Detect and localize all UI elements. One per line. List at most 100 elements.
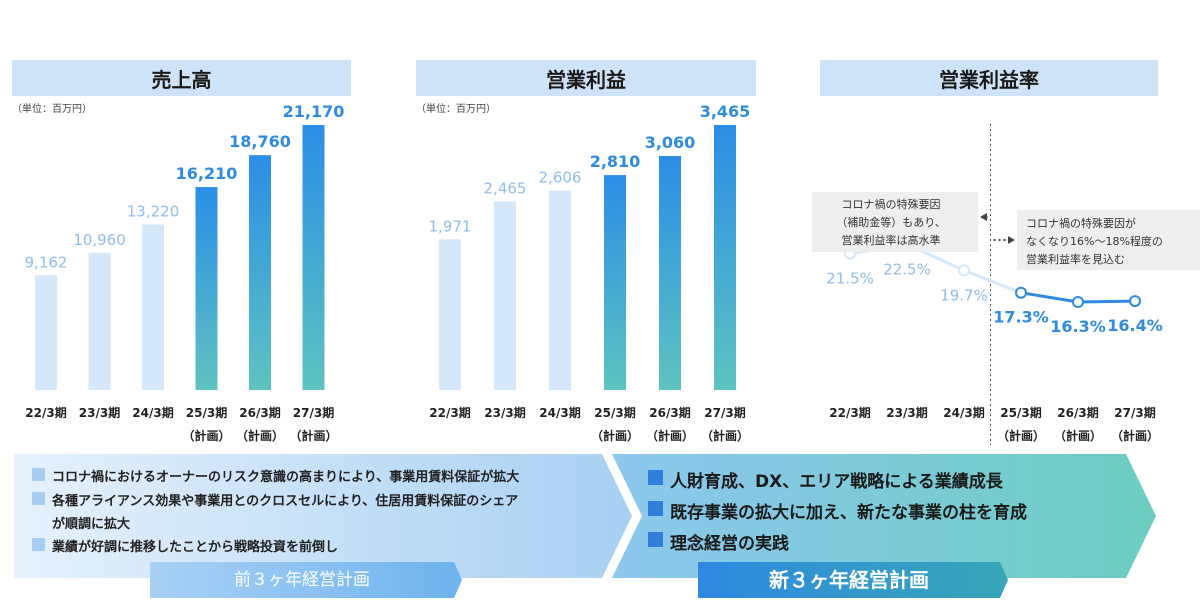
annotation-box-plan xyxy=(1017,210,1200,270)
new-plan-arrow xyxy=(612,454,1156,578)
x-tick-label: 23/3期 xyxy=(484,405,525,420)
data-label: 22.5% xyxy=(883,260,931,278)
operating-margin-panel: 営業利益率 21.5% 22/3期 22.5% 23/3期 19.7% 24/3期 17.3… xyxy=(804,0,1200,445)
square-bullet-icon xyxy=(32,538,45,551)
data-label: 2,810 xyxy=(590,152,641,171)
data-point xyxy=(1129,295,1141,308)
square-bullet-icon xyxy=(648,501,663,516)
operating-profit-unit-note: （単位：百万円） xyxy=(416,104,496,115)
square-bullet-icon xyxy=(648,532,663,547)
x-tick-label: 22/3期 xyxy=(829,405,870,420)
bar xyxy=(604,175,626,390)
operating-profit-panel: 営業利益 （単位：百万円） 1,971 22/3期 2,465 23/3期 2,606 2… xyxy=(402,0,762,443)
annotation-text: （補助金等）もあり、 xyxy=(836,215,946,229)
data-label: 9,162 xyxy=(25,253,68,271)
x-tick-sublabel: （計画） xyxy=(1054,428,1102,443)
x-tick-sublabel: （計画） xyxy=(289,428,337,443)
data-label: 3,465 xyxy=(700,102,751,121)
sales-unit-note: （単位：百万円） xyxy=(12,104,92,115)
bar xyxy=(302,125,325,390)
operating-profit-bar-chart: 1,971 22/3期 2,465 23/3期 2,606 24/3期 2,810 25/3期… xyxy=(429,102,751,443)
x-tick-sublabel: （計画） xyxy=(1111,428,1159,443)
bar xyxy=(195,187,218,390)
square-bullet-icon xyxy=(648,470,663,485)
x-tick-label: 27/3期 xyxy=(704,405,745,420)
data-label: 18,760 xyxy=(229,132,291,151)
x-tick-label: 25/3期 xyxy=(594,405,635,420)
x-tick-sublabel: （計画） xyxy=(997,428,1045,443)
data-label: 2,606 xyxy=(539,169,582,187)
x-tick-label: 26/3期 xyxy=(1057,405,1098,420)
x-tick-label: 24/3期 xyxy=(539,405,580,420)
bar xyxy=(659,155,681,390)
x-tick-label: 27/3期 xyxy=(1114,405,1155,420)
x-tick-label: 24/3期 xyxy=(132,405,173,420)
previous-plan-bullet: コロナ禍におけるオーナーのリスク意識の高まりにより、事業用賃料保証が拡大 xyxy=(32,466,519,485)
sales-bar-chart: 9,162 22/3期 10,960 23/3期 13,220 24/3期 16,210 25… xyxy=(25,102,345,443)
bar xyxy=(549,190,571,390)
sales-chart-title: 売上高 xyxy=(12,60,351,96)
operating-profit-chart-title: 営業利益 xyxy=(416,60,756,96)
previous-plan-bullet: 業績が好調に推移したことから戦略投資を前倒し xyxy=(32,536,338,555)
new-plan-bullet: 理念経営の実践 xyxy=(648,529,789,554)
sales-panel: 売上高 （単位：百万円） 9,162 22/3期 10,960 23/3期 13,220… xyxy=(0,0,360,443)
x-tick-label: 23/3期 xyxy=(79,405,120,420)
data-label: 10,960 xyxy=(73,231,126,249)
operating-margin-chart-title: 営業利益率 xyxy=(820,60,1158,96)
x-tick-sublabel: （計画） xyxy=(646,428,694,443)
x-tick-label: 22/3期 xyxy=(25,405,66,420)
bar xyxy=(88,252,111,390)
operating-margin-line-chart: 21.5% 22/3期 22.5% 23/3期 19.7% 24/3期 17.3% 25/3期… xyxy=(812,124,1200,445)
previous-plan-label: 前３ヶ年経営計画 xyxy=(234,570,370,590)
data-label: 19.7% xyxy=(940,286,988,304)
bar xyxy=(714,125,736,390)
bar xyxy=(35,275,57,390)
x-tick-label: 26/3期 xyxy=(649,405,690,420)
series-line-segment xyxy=(963,268,1022,295)
data-point xyxy=(1072,296,1084,308)
annotation-text: コロナ禍の特殊要因が xyxy=(1026,216,1136,230)
data-label: 16.4% xyxy=(1107,316,1163,335)
annotation-text: 営業利益率を見込む xyxy=(1026,252,1125,266)
new-plan-bullet: 人財育成、DX、エリア戦略による業績成長 xyxy=(648,467,1003,492)
bar xyxy=(142,224,164,390)
square-bullet-icon xyxy=(32,468,45,481)
data-label: 1,971 xyxy=(429,217,472,235)
x-tick-sublabel: （計画） xyxy=(236,428,284,443)
data-point xyxy=(958,264,970,277)
x-tick-label: 23/3期 xyxy=(886,405,927,420)
data-label: 16.3% xyxy=(1050,317,1106,336)
annotation-text: コロナ禍の特殊要因 xyxy=(842,197,941,211)
series-line-segment xyxy=(1020,291,1079,304)
x-tick-label: 24/3期 xyxy=(943,405,984,420)
data-label: 3,060 xyxy=(645,133,696,152)
x-tick-label: 22/3期 xyxy=(429,405,470,420)
arrow-head-right-icon xyxy=(1008,236,1015,244)
data-label: 17.3% xyxy=(993,308,1049,327)
data-label: 13,220 xyxy=(127,203,180,221)
previous-plan-bullet-continuation: が順調に拡大 xyxy=(52,517,131,532)
data-label: 2,465 xyxy=(484,179,527,197)
x-tick-label: 25/3期 xyxy=(186,405,227,420)
annotation-text: なくなり16%～18%程度の xyxy=(1026,234,1163,248)
arrow-head-left-icon xyxy=(980,213,987,221)
previous-plan-label-bg xyxy=(150,562,462,598)
new-plan-label: 新３ヶ年経営計画 xyxy=(769,568,929,592)
new-plan-bullet: 既存事業の拡大に加え、新たな事業の柱を育成 xyxy=(648,498,1027,523)
x-tick-label: 27/3期 xyxy=(293,405,334,420)
data-point xyxy=(1015,286,1027,299)
annotation-text: 営業利益率は高水準 xyxy=(842,233,941,247)
new-plan-label-bg xyxy=(698,562,1008,598)
bar xyxy=(494,201,516,390)
bar xyxy=(439,239,461,390)
data-label: 16,210 xyxy=(176,164,238,183)
plan-arrows xyxy=(14,454,1156,598)
x-tick-sublabel: （計画） xyxy=(182,428,230,443)
x-tick-sublabel: （計画） xyxy=(591,428,639,443)
square-bullet-icon xyxy=(32,492,45,505)
annotation-box-past xyxy=(812,192,978,252)
data-label: 21,170 xyxy=(283,102,345,121)
bar xyxy=(249,155,271,390)
series-line-segment xyxy=(1077,299,1136,304)
x-tick-sublabel: （計画） xyxy=(701,428,749,443)
